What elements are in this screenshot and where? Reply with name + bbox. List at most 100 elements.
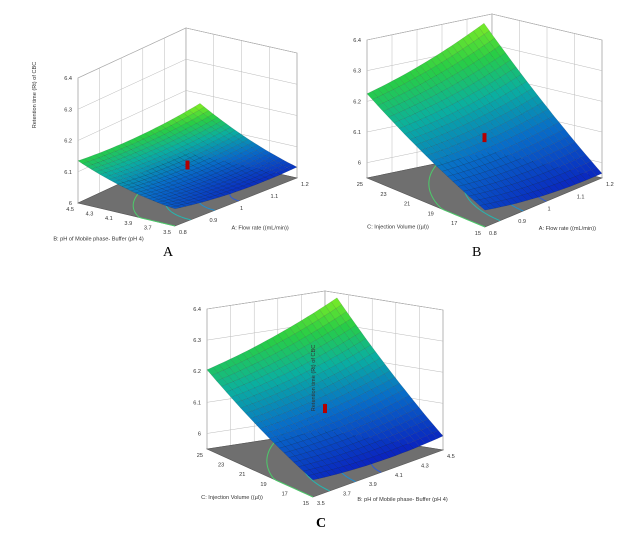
surface-cell bbox=[106, 166, 117, 172]
surface-cell bbox=[156, 188, 167, 193]
x-tick-label: 0.8 bbox=[489, 231, 497, 237]
surface-cell bbox=[408, 401, 420, 411]
surface-cell bbox=[260, 172, 271, 178]
surface-cell bbox=[226, 147, 237, 154]
surface-cell bbox=[436, 82, 448, 92]
surface-cell bbox=[389, 418, 401, 428]
surface-cell bbox=[484, 203, 496, 210]
surface-cell bbox=[286, 164, 298, 170]
surface-cell bbox=[209, 195, 220, 200]
surface-cell bbox=[235, 400, 247, 409]
surface-cell bbox=[409, 87, 421, 97]
surface-cell bbox=[77, 158, 89, 164]
surface-cell bbox=[180, 172, 192, 178]
x-tick-label: 4.1 bbox=[395, 473, 403, 479]
surface-cell bbox=[270, 343, 282, 354]
surface-cell bbox=[315, 389, 327, 399]
surface-cell bbox=[580, 171, 592, 181]
surface-cell bbox=[363, 444, 375, 452]
y-tick-label: 3.9 bbox=[124, 221, 132, 227]
surface-cell bbox=[236, 147, 247, 154]
surface-cell bbox=[366, 421, 378, 430]
surface-cell bbox=[318, 446, 330, 454]
surface-cell bbox=[358, 348, 370, 359]
surface-cell bbox=[415, 142, 427, 151]
surface-cell bbox=[416, 421, 428, 431]
panel-label-b: B bbox=[472, 245, 482, 260]
surface-cell bbox=[193, 196, 205, 201]
surface-cell bbox=[146, 188, 157, 193]
surface-cell bbox=[188, 106, 200, 114]
surface-cell bbox=[168, 198, 179, 202]
surface-cell bbox=[368, 449, 380, 458]
x-tick-label: 0.9 bbox=[518, 219, 526, 225]
surface-cell bbox=[343, 339, 355, 350]
z-axis-title: Retention time (Rt) of CBC bbox=[32, 62, 38, 129]
surface-cell bbox=[575, 165, 587, 175]
surface-cell bbox=[310, 421, 322, 430]
y-axis-title: B: pH of Mobile phase- Buffer (pH 4) bbox=[53, 237, 144, 243]
surface-cell bbox=[259, 155, 270, 161]
z-tick-label: 6.1 bbox=[353, 130, 361, 136]
surface-cell bbox=[310, 461, 322, 469]
x-axis: 3.5 3.7 3.9 4.1 4.3 4.5 bbox=[317, 454, 455, 507]
y-tick-label: 17 bbox=[282, 491, 288, 497]
surface-cell bbox=[521, 186, 534, 194]
surface-cell bbox=[403, 435, 415, 444]
surface-cell bbox=[336, 352, 348, 363]
surface-cell bbox=[322, 377, 334, 387]
y-axis: 15 17 19 21 23 25 bbox=[357, 182, 481, 237]
surface-cell bbox=[420, 71, 432, 82]
surface-cell bbox=[375, 439, 387, 448]
surface-cell bbox=[325, 437, 337, 446]
surface-cell bbox=[132, 141, 143, 148]
y-axis: 3.5 3.7 3.9 4.1 4.3 4.5 bbox=[66, 207, 171, 236]
z-tick-label: 6.2 bbox=[193, 369, 201, 375]
surface-cell bbox=[420, 140, 432, 149]
panel-a: 6 6.1 6.2 6.3 6.4 Retention time (Rt) of CBC 0… bbox=[0, 0, 320, 265]
surface-cell bbox=[370, 434, 382, 443]
surface-cell bbox=[299, 336, 311, 347]
surface-cell bbox=[135, 172, 146, 178]
surface-cell bbox=[511, 160, 523, 169]
surface-cell bbox=[388, 426, 400, 436]
surface-cell bbox=[367, 456, 379, 464]
surface-cell bbox=[441, 124, 453, 133]
surface-cell bbox=[258, 160, 269, 166]
surface-cell bbox=[331, 467, 343, 475]
surface-cell bbox=[170, 190, 182, 195]
surface-cell bbox=[108, 156, 120, 162]
surface-cell bbox=[301, 411, 313, 420]
panel-label-c: C bbox=[316, 516, 327, 531]
surface-cell bbox=[474, 199, 486, 206]
surface-cell bbox=[216, 147, 227, 154]
surface-cell bbox=[356, 453, 368, 461]
surface-cell bbox=[349, 420, 362, 429]
surface-cell bbox=[264, 174, 276, 180]
panel-c: 6 6.1 6.2 6.3 6.4 Retention time (Rt) of CBC 3… bbox=[155, 285, 470, 515]
surface-cell bbox=[527, 161, 539, 170]
surface-plot-a: 6 6.1 6.2 6.3 6.4 Retention time (Rt) of CBC 0… bbox=[32, 27, 309, 243]
surface-cell bbox=[282, 162, 293, 168]
surface-cell bbox=[203, 197, 215, 201]
x-axis-title: A: Flow rate ((mL/min)) bbox=[539, 226, 596, 232]
surface-cell bbox=[516, 173, 528, 182]
surface-cell bbox=[307, 408, 319, 417]
y-tick-label: 19 bbox=[428, 211, 434, 217]
surface-cell bbox=[516, 149, 528, 159]
surface-cell bbox=[537, 188, 550, 196]
surface-cell bbox=[564, 144, 576, 154]
surface-cell bbox=[379, 407, 391, 416]
surface-cell bbox=[409, 77, 421, 88]
surface-cell bbox=[382, 108, 395, 118]
surface-cell bbox=[414, 119, 427, 128]
z-tick-label: 6.1 bbox=[193, 400, 201, 406]
x-tick-label: 0.8 bbox=[179, 230, 187, 236]
surface-cell bbox=[269, 155, 280, 161]
surface-cell bbox=[346, 406, 358, 416]
surface-cell bbox=[420, 435, 432, 444]
surface-cell bbox=[591, 167, 603, 176]
surface-cell bbox=[137, 163, 148, 169]
surface-cell bbox=[130, 170, 142, 175]
surface-cell bbox=[408, 440, 420, 449]
